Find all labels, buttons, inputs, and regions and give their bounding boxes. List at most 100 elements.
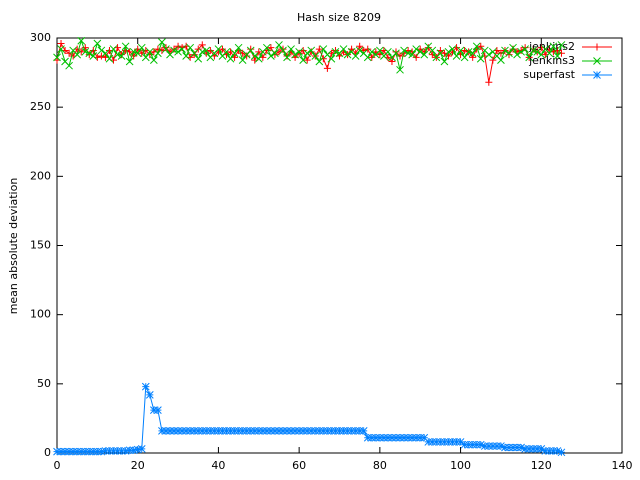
data-point: [468, 49, 477, 58]
data-point: [182, 427, 190, 435]
data-point: [73, 447, 82, 456]
y-axis-label: mean absolute deviation: [7, 178, 20, 315]
data-point: [456, 438, 465, 446]
data-point: [469, 53, 477, 61]
data-point: [521, 444, 529, 453]
legend-marker: [593, 43, 601, 51]
data-point: [190, 51, 198, 59]
data-point: [456, 46, 465, 55]
data-point: [133, 445, 142, 454]
data-point: [117, 52, 126, 60]
data-point: [557, 49, 565, 57]
data-point: [420, 433, 429, 442]
data-point: [368, 53, 376, 61]
data-point: [166, 427, 174, 435]
data-point: [315, 57, 324, 66]
data-point: [545, 49, 554, 58]
data-point: [247, 45, 255, 53]
x-tick-label: 120: [531, 459, 552, 472]
data-point: [299, 56, 308, 64]
data-point: [553, 447, 562, 455]
data-point: [509, 443, 517, 452]
data-point: [444, 47, 453, 56]
data-point: [484, 442, 493, 450]
data-point: [557, 448, 566, 457]
data-point: [424, 438, 433, 446]
data-point: [505, 443, 513, 452]
data-point: [412, 433, 421, 442]
data-point: [255, 48, 263, 56]
legend-marker: [593, 71, 601, 79]
data-point: [311, 427, 320, 435]
data-point: [351, 427, 360, 435]
data-point: [464, 47, 473, 56]
data-point: [355, 427, 364, 435]
data-point: [250, 427, 259, 435]
x-tick-label: 100: [450, 459, 471, 472]
data-point: [158, 38, 166, 47]
data-point: [57, 45, 65, 53]
data-point: [141, 382, 150, 391]
data-point: [287, 45, 295, 53]
data-point: [452, 438, 461, 446]
data-point: [198, 47, 207, 56]
data-point: [557, 41, 566, 49]
y-tick-label: 100: [30, 308, 51, 321]
y-tick-label: 300: [30, 31, 51, 44]
y-tick-label: 150: [30, 239, 51, 252]
data-point: [109, 45, 118, 53]
data-point: [440, 438, 449, 446]
data-point: [162, 44, 170, 52]
data-point: [283, 427, 291, 435]
data-point: [129, 446, 138, 455]
data-point: [392, 49, 400, 58]
data-point: [460, 440, 469, 449]
data-point: [174, 427, 182, 435]
data-point: [355, 46, 364, 55]
data-point: [190, 427, 199, 435]
data-point: [77, 36, 86, 45]
data-point: [113, 50, 122, 59]
data-point: [254, 427, 263, 435]
data-point: [477, 42, 485, 50]
data-point: [117, 447, 126, 455]
data-point: [283, 53, 291, 62]
data-point: [214, 427, 223, 435]
data-point: [371, 433, 380, 442]
data-point: [363, 53, 372, 62]
data-point: [505, 49, 513, 58]
data-point: [65, 49, 73, 57]
data-point: [271, 427, 279, 435]
data-point: [267, 44, 275, 52]
data-point: [263, 43, 271, 52]
data-point: [234, 43, 243, 52]
data-point: [359, 427, 368, 435]
data-point: [267, 427, 275, 435]
data-point: [137, 444, 146, 453]
data-point: [400, 433, 408, 442]
data-point: [242, 427, 251, 435]
data-point: [178, 45, 186, 53]
data-point: [436, 49, 445, 58]
data-point: [339, 45, 348, 53]
data-point: [162, 45, 170, 53]
data-point: [178, 427, 186, 435]
data-point: [238, 56, 247, 64]
data-point: [210, 427, 219, 435]
data-point: [202, 46, 211, 55]
data-point: [501, 443, 509, 452]
data-point: [327, 427, 336, 435]
data-point: [509, 45, 517, 53]
data-point: [311, 52, 320, 60]
data-point: [315, 427, 324, 435]
data-point: [400, 46, 408, 55]
legend-label: jenkins3: [528, 54, 575, 67]
data-point: [404, 49, 412, 58]
data-point: [182, 52, 190, 60]
data-point: [194, 54, 203, 63]
data-point: [549, 42, 558, 51]
data-point: [444, 52, 452, 60]
